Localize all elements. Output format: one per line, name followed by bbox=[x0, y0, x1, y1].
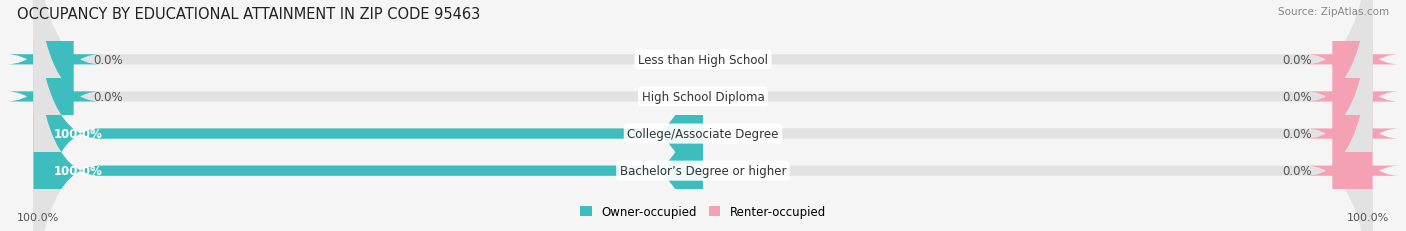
Text: Less than High School: Less than High School bbox=[638, 54, 768, 67]
FancyBboxPatch shape bbox=[34, 0, 703, 231]
FancyBboxPatch shape bbox=[1306, 0, 1399, 231]
FancyBboxPatch shape bbox=[34, 0, 1372, 231]
Text: 0.0%: 0.0% bbox=[1282, 164, 1312, 177]
FancyBboxPatch shape bbox=[7, 0, 100, 231]
FancyBboxPatch shape bbox=[1306, 0, 1399, 231]
Text: Source: ZipAtlas.com: Source: ZipAtlas.com bbox=[1278, 7, 1389, 17]
Text: 100.0%: 100.0% bbox=[53, 128, 103, 140]
FancyBboxPatch shape bbox=[34, 0, 703, 231]
FancyBboxPatch shape bbox=[1306, 0, 1399, 231]
Text: 0.0%: 0.0% bbox=[1282, 91, 1312, 103]
Text: Bachelor’s Degree or higher: Bachelor’s Degree or higher bbox=[620, 164, 786, 177]
Text: 0.0%: 0.0% bbox=[94, 54, 124, 67]
Text: High School Diploma: High School Diploma bbox=[641, 91, 765, 103]
Text: 100.0%: 100.0% bbox=[53, 164, 103, 177]
Text: 100.0%: 100.0% bbox=[17, 212, 59, 222]
FancyBboxPatch shape bbox=[7, 0, 100, 231]
Text: College/Associate Degree: College/Associate Degree bbox=[627, 128, 779, 140]
FancyBboxPatch shape bbox=[34, 0, 1372, 231]
FancyBboxPatch shape bbox=[1306, 0, 1399, 231]
Text: 0.0%: 0.0% bbox=[94, 91, 124, 103]
Text: 100.0%: 100.0% bbox=[1347, 212, 1389, 222]
Text: OCCUPANCY BY EDUCATIONAL ATTAINMENT IN ZIP CODE 95463: OCCUPANCY BY EDUCATIONAL ATTAINMENT IN Z… bbox=[17, 7, 479, 22]
Text: 0.0%: 0.0% bbox=[1282, 128, 1312, 140]
FancyBboxPatch shape bbox=[34, 0, 1372, 231]
FancyBboxPatch shape bbox=[34, 0, 1372, 231]
Text: 0.0%: 0.0% bbox=[1282, 54, 1312, 67]
Legend: Owner-occupied, Renter-occupied: Owner-occupied, Renter-occupied bbox=[575, 201, 831, 223]
